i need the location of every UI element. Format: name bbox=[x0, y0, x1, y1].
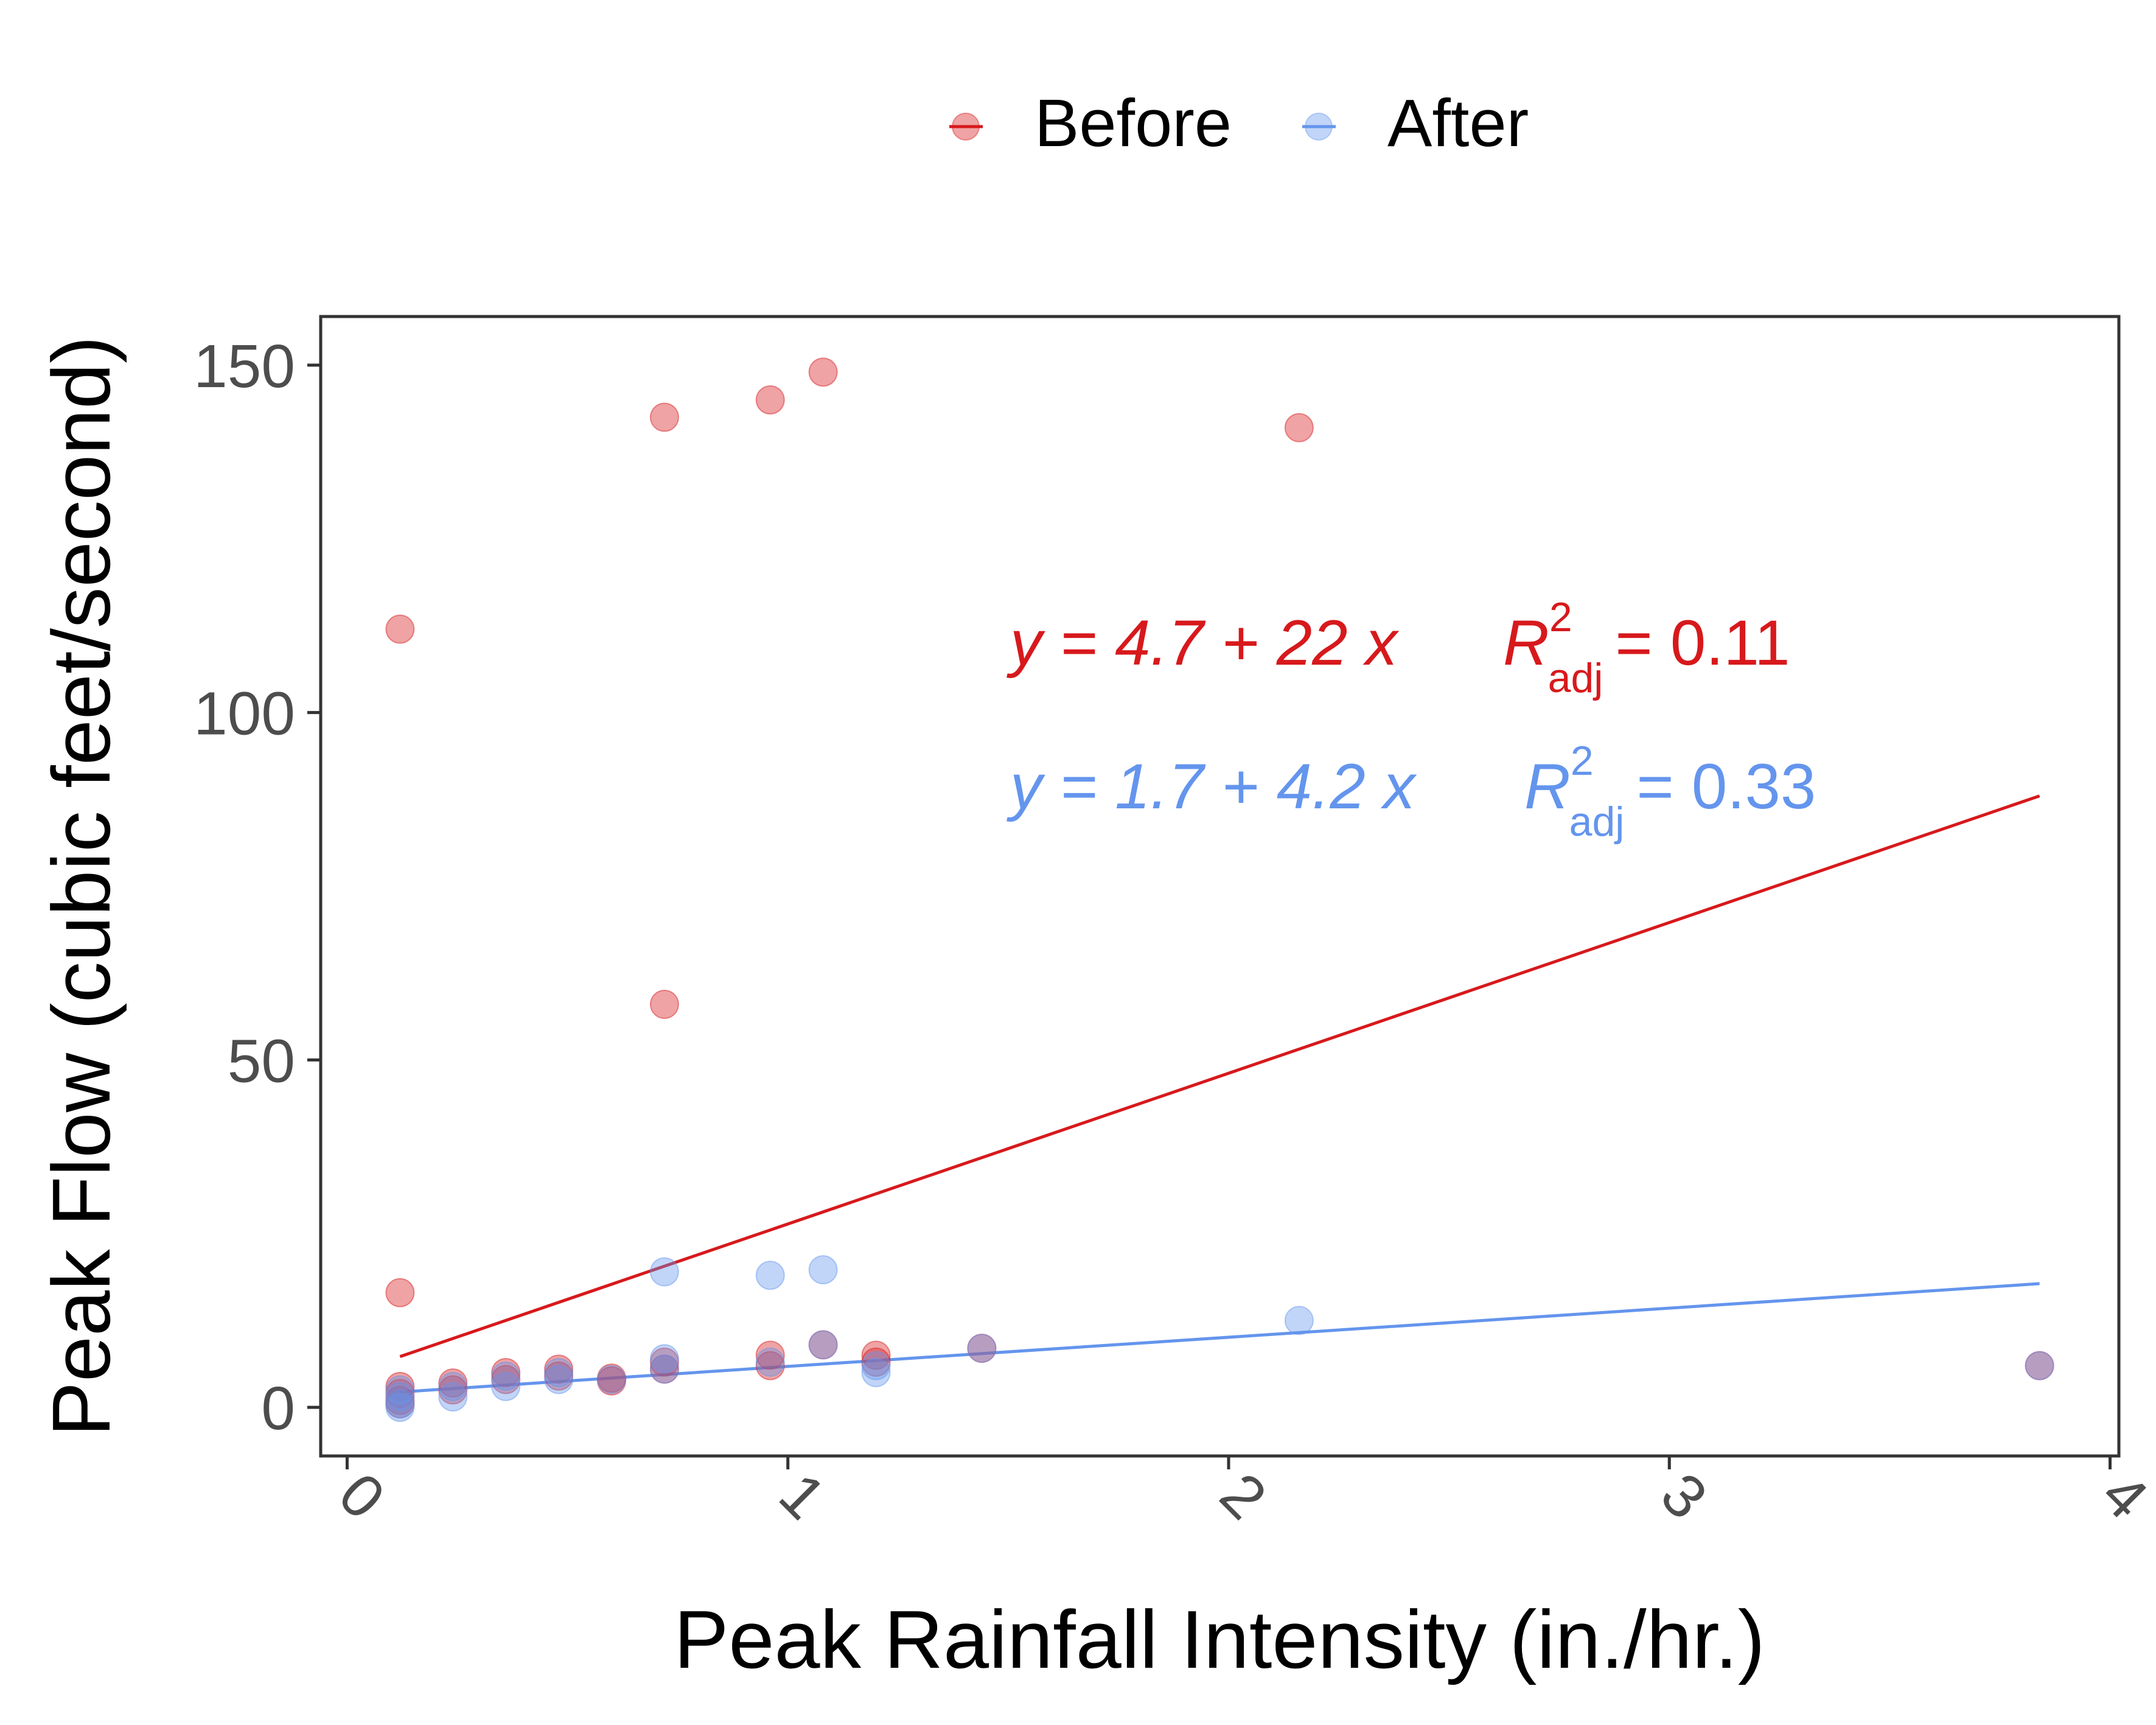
equation-before-formula: y = 4.7 + 22 x bbox=[1006, 607, 1400, 679]
point-after bbox=[385, 1375, 415, 1405]
equation-after-r2-value: = 0.33 bbox=[1636, 751, 1816, 822]
point-after bbox=[544, 1358, 574, 1388]
point-before bbox=[491, 1365, 521, 1394]
equation-before-r2-value: = 0.11 bbox=[1615, 607, 1790, 679]
point-before bbox=[385, 1278, 415, 1307]
legend-label-before: Before bbox=[1034, 86, 1232, 161]
point-before bbox=[649, 1347, 679, 1377]
point-before bbox=[2025, 1351, 2054, 1380]
x-axis: 0 1 2 3 4 bbox=[326, 1456, 2156, 1532]
legend-item-after: After bbox=[1302, 86, 1529, 161]
x-tick-label: 2 bbox=[1207, 1460, 1280, 1533]
equation-before-r2-sup: 2 bbox=[1549, 594, 1572, 640]
point-after bbox=[597, 1365, 627, 1394]
plot-panel bbox=[319, 315, 2121, 1458]
point-after bbox=[755, 1347, 785, 1377]
point-before bbox=[649, 1354, 679, 1384]
y-tick-label: 100 bbox=[194, 680, 295, 748]
point-before bbox=[385, 1389, 415, 1419]
point-after bbox=[755, 1261, 785, 1290]
point-after bbox=[808, 1330, 838, 1360]
point-before bbox=[544, 1361, 574, 1391]
fit-lines bbox=[399, 794, 2040, 1394]
legend-key-dot-after bbox=[1305, 113, 1333, 141]
point-before bbox=[755, 1351, 785, 1380]
legend-item-before: Before bbox=[949, 86, 1232, 161]
fit-line-before bbox=[399, 794, 2040, 1359]
point-after bbox=[491, 1361, 521, 1391]
point-before bbox=[597, 1363, 627, 1393]
scatter-points bbox=[385, 357, 2054, 1422]
point-after bbox=[649, 1257, 679, 1287]
y-tick-label: 0 bbox=[261, 1374, 295, 1443]
point-before bbox=[861, 1347, 891, 1377]
x-tick-label: 1 bbox=[766, 1460, 839, 1533]
equation-before-r2-sub: adj bbox=[1548, 655, 1603, 701]
equation-after-formula: y = 1.7 + 4.2 x bbox=[1006, 751, 1417, 822]
point-after bbox=[649, 1344, 679, 1374]
point-after bbox=[385, 1382, 415, 1412]
point-before bbox=[385, 614, 415, 644]
point-after bbox=[861, 1351, 891, 1380]
legend: Before After bbox=[949, 86, 1529, 161]
legend-label-after: After bbox=[1387, 86, 1529, 161]
point-before bbox=[755, 385, 785, 415]
point-before bbox=[491, 1358, 521, 1388]
point-before bbox=[861, 1340, 891, 1370]
y-axis: 0 50 100 150 bbox=[194, 332, 321, 1443]
point-after bbox=[2025, 1351, 2054, 1380]
point-before bbox=[438, 1375, 468, 1405]
point-before bbox=[808, 357, 838, 387]
equation-before: y = 4.7 + 22 x R2 adj = 0.11 bbox=[1006, 594, 1790, 701]
point-before bbox=[385, 1385, 415, 1415]
y-tick-label: 150 bbox=[194, 332, 295, 401]
x-tick-label: 4 bbox=[2088, 1460, 2156, 1533]
point-after bbox=[861, 1358, 891, 1388]
point-after bbox=[491, 1371, 521, 1401]
point-after bbox=[1284, 1306, 1314, 1335]
equation-after: y = 1.7 + 4.2 x R2 adj = 0.33 bbox=[1006, 738, 1816, 845]
fit-line-after bbox=[400, 1282, 2040, 1394]
point-before bbox=[755, 1340, 785, 1370]
y-axis-title: Peak Flow (cubic feet/second) bbox=[35, 336, 127, 1436]
x-axis-title: Peak Rainfall Intensity (in./hr.) bbox=[674, 1594, 1765, 1685]
equation-after-r2: R2 adj = 0.33 bbox=[1524, 738, 1816, 845]
x-tick-label: 3 bbox=[1648, 1460, 1720, 1533]
point-after bbox=[967, 1334, 997, 1363]
point-before bbox=[385, 1379, 415, 1408]
point-after bbox=[544, 1365, 574, 1394]
equation-after-r2-sup: 2 bbox=[1571, 738, 1594, 784]
equation-after-r2-sub: adj bbox=[1569, 799, 1625, 845]
point-before bbox=[1284, 413, 1314, 443]
point-after bbox=[385, 1393, 415, 1422]
point-before bbox=[649, 402, 679, 432]
equation-after-r2-label: R bbox=[1524, 751, 1571, 822]
point-before bbox=[385, 1371, 415, 1401]
point-before bbox=[808, 1330, 838, 1360]
point-before bbox=[438, 1368, 468, 1398]
point-after bbox=[438, 1382, 468, 1412]
x-tick-label: 0 bbox=[326, 1460, 398, 1533]
y-tick-label: 50 bbox=[228, 1027, 295, 1095]
point-after bbox=[808, 1255, 838, 1285]
point-before bbox=[544, 1354, 574, 1384]
point-before bbox=[967, 1334, 997, 1363]
point-after bbox=[385, 1389, 415, 1419]
point-after bbox=[649, 1354, 679, 1384]
point-before bbox=[597, 1366, 627, 1396]
legend-key-dot-before bbox=[952, 113, 980, 141]
point-before bbox=[649, 990, 679, 1020]
point-after bbox=[438, 1371, 468, 1401]
equation-before-r2: R2 adj = 0.11 bbox=[1503, 594, 1790, 701]
equation-before-r2-label: R bbox=[1503, 607, 1549, 679]
